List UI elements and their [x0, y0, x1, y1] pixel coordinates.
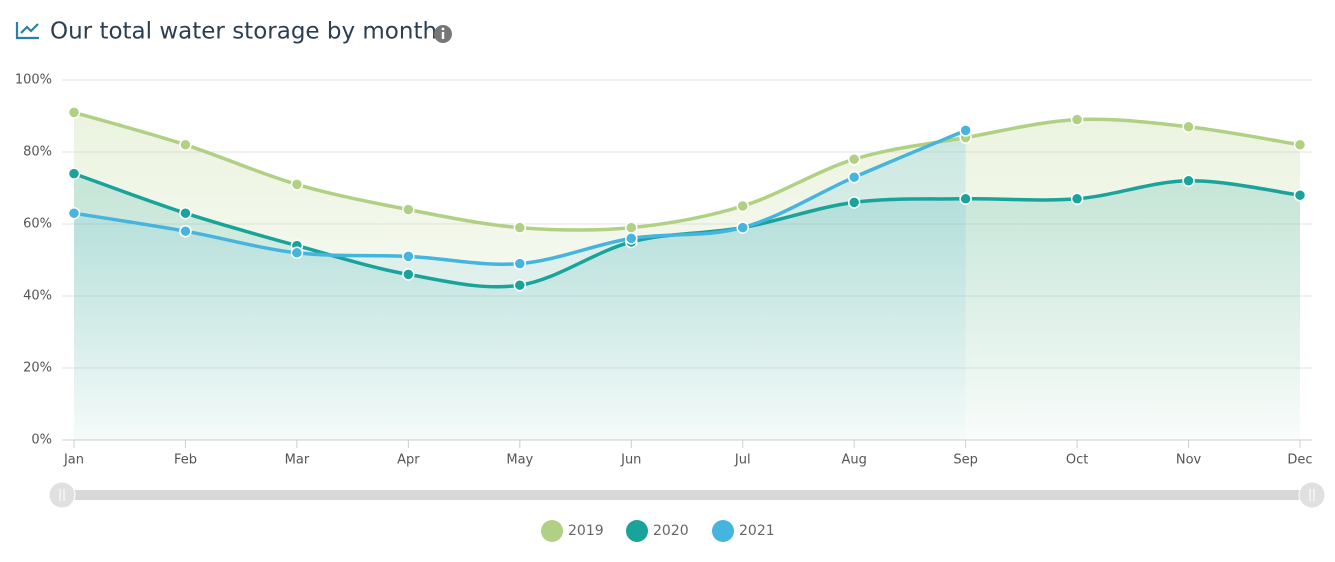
point	[1070, 192, 1084, 206]
point	[736, 221, 749, 234]
x-tick-label: Sep	[953, 453, 978, 468]
point	[290, 246, 304, 260]
x-tick-label: Nov	[1176, 453, 1202, 468]
point	[513, 221, 527, 234]
point	[67, 167, 81, 180]
point	[736, 199, 749, 213]
legend-item[interactable]: 2020	[626, 520, 689, 542]
point	[625, 232, 638, 245]
point	[179, 206, 192, 220]
point	[959, 124, 972, 137]
y-tick-label: 100%	[15, 73, 52, 88]
y-tick-label: 40%	[23, 289, 52, 304]
x-tick-label: Apr	[397, 453, 420, 468]
point	[179, 138, 192, 152]
point	[179, 224, 192, 238]
point	[625, 221, 638, 234]
line	[73, 110, 1301, 232]
x-tick-label: Oct	[1066, 453, 1088, 468]
point	[1182, 120, 1195, 134]
x-tick-label: Dec	[1287, 453, 1312, 468]
legend-swatch	[626, 520, 648, 542]
point	[1182, 174, 1195, 188]
legend-item[interactable]: 2021	[712, 520, 775, 542]
chart-icon	[15, 22, 39, 40]
info-icon[interactable]	[434, 25, 452, 43]
point	[959, 192, 972, 206]
legend-label: 2020	[653, 523, 689, 539]
navigator[interactable]	[48, 481, 1326, 509]
chart-title: Our total water storage by month	[50, 19, 437, 45]
legend-swatch	[541, 520, 563, 542]
legend-item[interactable]: 2019	[541, 520, 604, 542]
point	[67, 206, 81, 220]
x-tick-label: Aug	[841, 453, 866, 468]
point	[513, 257, 527, 270]
y-tick-label: 0%	[31, 433, 52, 448]
point	[847, 152, 861, 166]
y-tick-label: 60%	[23, 217, 52, 232]
y-tick-label: 80%	[23, 145, 52, 160]
point	[1293, 188, 1307, 202]
legend-label: 2019	[568, 523, 604, 539]
point	[1070, 113, 1084, 126]
point	[1293, 138, 1307, 152]
point	[513, 278, 527, 292]
point	[847, 196, 861, 209]
point	[67, 106, 81, 119]
legend-label: 2021	[739, 523, 775, 539]
y-tick-label: 20%	[23, 361, 52, 376]
point	[402, 250, 415, 263]
x-tick-label: Mar	[285, 453, 310, 468]
x-tick-label: Feb	[174, 453, 197, 468]
x-tick-label: Jan	[63, 453, 84, 468]
x-tick-label: May	[506, 453, 533, 468]
point	[402, 203, 415, 216]
point	[402, 268, 415, 281]
point	[847, 170, 861, 184]
point	[290, 178, 304, 191]
legend-swatch	[712, 520, 734, 542]
x-tick-label: Jun	[620, 453, 641, 468]
x-tick-label: Jul	[734, 453, 751, 468]
